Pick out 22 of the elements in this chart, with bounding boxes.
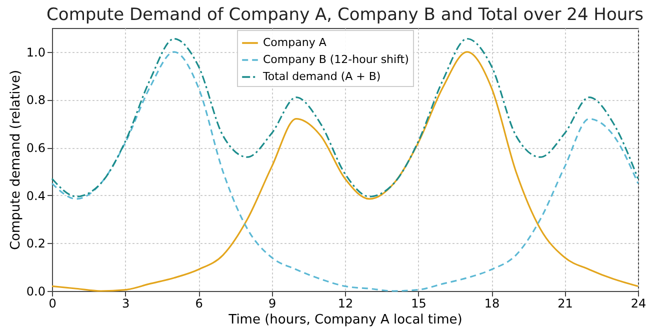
x-tick-label: 9 [268,296,276,310]
x-tick-label: 6 [195,296,203,310]
y-tick-label: 0.0 [26,284,46,298]
x-tick-label: 0 [48,296,56,310]
x-tick-label: 12 [338,296,354,310]
legend-label: Company A [263,36,327,49]
y-tick-label: 0.2 [26,236,46,251]
y-tick-label: 0.6 [26,141,46,156]
x-tick-label: 15 [411,296,426,310]
x-tick-label: 21 [558,296,573,310]
y-tick-label: 1.0 [26,45,46,60]
legend-label: Company B (12-hour shift) [263,53,409,66]
y-tick-label: 0.8 [26,93,46,108]
x-axis-title: Time (hours, Company A local time) [228,312,462,328]
line-series [51,38,639,198]
y-tick-label: 0.4 [26,188,46,203]
chart-title: Compute Demand of Company A, Company B and Total over 24 Hours [46,5,644,25]
y-axis-title: Compute demand (relative) [8,70,24,250]
legend-label: Total demand (A + B) [262,70,381,83]
x-tick-label: 3 [122,296,130,310]
x-tick-label: 24 [630,296,646,310]
x-tick-label: 18 [484,296,500,310]
